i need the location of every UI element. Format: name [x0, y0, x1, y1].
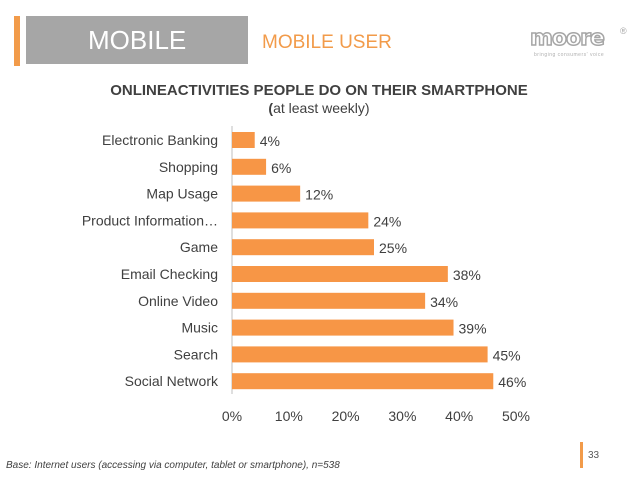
page-number: 33	[588, 450, 600, 461]
bar	[232, 212, 369, 229]
value-label: 39%	[459, 321, 487, 337]
category-label: Music	[181, 320, 218, 336]
value-label: 25%	[379, 240, 407, 256]
value-label: 45%	[493, 347, 521, 363]
logo-tagline: bringing consumers' voice	[534, 52, 605, 58]
bar	[232, 185, 301, 202]
base-footnote: Base: Internet users (accessing via comp…	[6, 460, 340, 471]
category-label: Game	[180, 239, 218, 255]
page-subtitle: MOBILE USER	[262, 32, 392, 53]
x-tick-label: 0%	[222, 408, 242, 424]
x-tick-label: 50%	[502, 408, 530, 424]
page-number-accent	[580, 442, 583, 468]
category-label: Electronic Banking	[102, 132, 218, 148]
chart-subtitle: (at least weekly)	[0, 100, 638, 116]
section-title: MOBILE	[26, 16, 248, 64]
bar	[232, 319, 454, 336]
bar	[232, 373, 494, 390]
x-tick-label: 40%	[445, 408, 473, 424]
chart-subtitle-text: at least weekly)	[273, 100, 370, 116]
category-label: Email Checking	[121, 266, 218, 282]
value-label: 34%	[430, 294, 458, 310]
value-label: 12%	[305, 187, 333, 203]
bar	[232, 158, 267, 175]
category-label: Online Video	[138, 293, 218, 309]
value-label: 4%	[260, 133, 280, 149]
x-tick-label: 20%	[332, 408, 360, 424]
bar	[232, 346, 488, 363]
bar	[232, 132, 255, 148]
logo-wordmark: moore	[529, 25, 605, 52]
logo-registered-mark: ®	[620, 26, 627, 36]
x-tick-label: 10%	[275, 408, 303, 424]
value-label: 6%	[271, 160, 291, 176]
category-label: Shopping	[159, 159, 218, 175]
chart-title: ONLINEACTIVITIES PEOPLE DO ON THEIR SMAR…	[110, 82, 528, 99]
value-label: 38%	[453, 267, 481, 283]
bar	[232, 266, 448, 282]
category-label: Social Network	[125, 373, 219, 389]
category-label: Product Information…	[82, 212, 218, 228]
bar	[232, 239, 374, 256]
category-label: Map Usage	[146, 186, 218, 202]
value-label: 24%	[373, 213, 401, 229]
header-accent-bar	[14, 16, 20, 66]
x-tick-label: 30%	[388, 408, 416, 424]
value-label: 46%	[498, 374, 526, 390]
bar	[232, 292, 426, 309]
moore-logo: moore ® bringing consumers' voice	[529, 25, 630, 66]
category-label: Search	[174, 346, 218, 362]
chart-subtitle-paren: (	[268, 100, 274, 116]
